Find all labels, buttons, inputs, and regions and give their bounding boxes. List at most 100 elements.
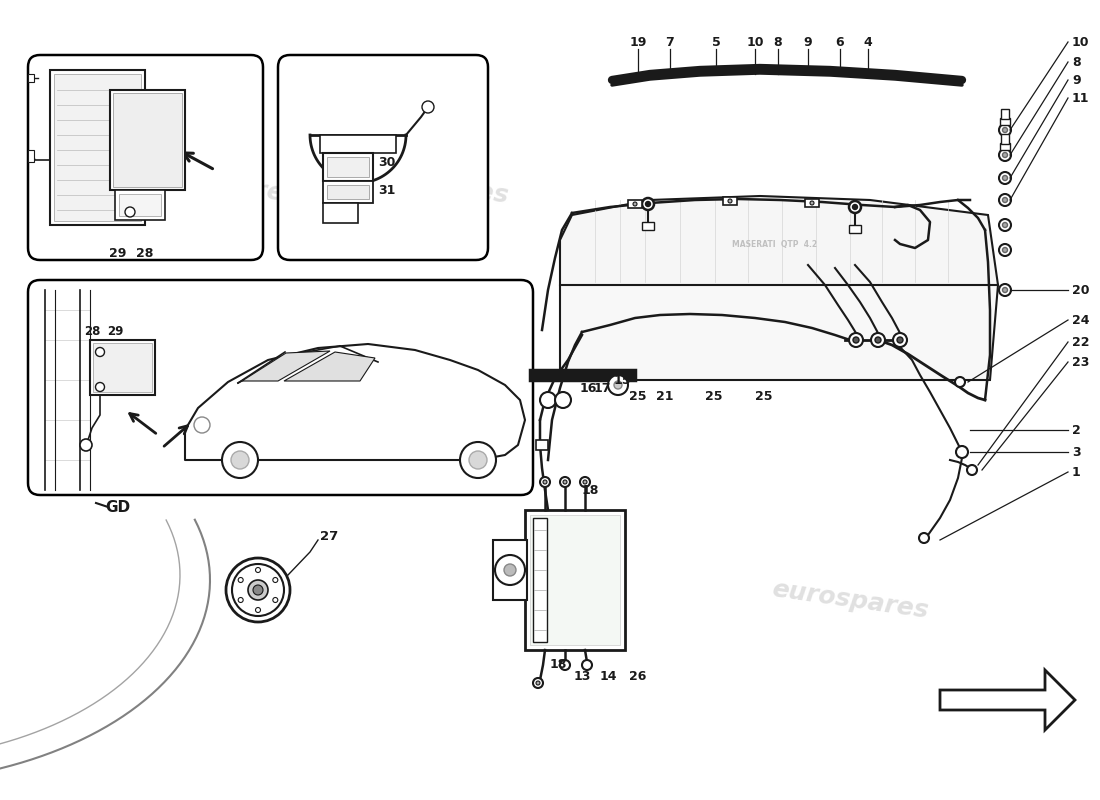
Circle shape (955, 377, 965, 387)
Circle shape (614, 381, 622, 389)
Circle shape (239, 598, 243, 602)
Text: eurospares: eurospares (600, 317, 760, 363)
Circle shape (222, 442, 258, 478)
Text: 4: 4 (864, 35, 872, 49)
FancyBboxPatch shape (278, 55, 488, 260)
Bar (1001, 109, 1009, 119)
Text: 9: 9 (804, 35, 812, 49)
Circle shape (253, 585, 263, 595)
Circle shape (543, 480, 547, 484)
Polygon shape (242, 351, 330, 381)
Text: 5: 5 (712, 35, 720, 49)
Circle shape (849, 201, 861, 213)
Bar (327, 157, 368, 177)
Circle shape (248, 580, 268, 600)
Circle shape (874, 337, 881, 343)
Circle shape (255, 607, 261, 613)
Bar (1000, 118, 1010, 125)
Bar (530, 370, 635, 380)
Bar (805, 199, 820, 207)
Circle shape (1002, 222, 1008, 227)
Bar (493, 540, 527, 600)
Text: 12: 12 (570, 369, 586, 382)
Circle shape (534, 678, 543, 688)
Text: GD: GD (106, 501, 131, 515)
Bar (28, 74, 34, 82)
Circle shape (852, 337, 859, 343)
Bar (323, 181, 373, 203)
Text: 29: 29 (109, 247, 126, 260)
Bar (525, 510, 625, 650)
Circle shape (536, 681, 540, 685)
Bar (628, 200, 642, 208)
Bar (54, 74, 141, 221)
Circle shape (580, 477, 590, 487)
Text: 31: 31 (378, 183, 395, 197)
Text: 19: 19 (629, 35, 647, 49)
Circle shape (422, 101, 435, 113)
Bar (116, 190, 165, 220)
Bar (1001, 134, 1009, 144)
Text: 24: 24 (1072, 314, 1089, 326)
Bar (849, 225, 861, 233)
Circle shape (273, 598, 278, 602)
Text: 26: 26 (629, 670, 647, 683)
Text: 25: 25 (629, 390, 647, 403)
Bar (323, 153, 373, 181)
Circle shape (540, 392, 556, 408)
Circle shape (999, 124, 1011, 136)
Text: 14: 14 (600, 670, 617, 683)
Circle shape (999, 172, 1011, 184)
Circle shape (642, 198, 654, 210)
FancyBboxPatch shape (28, 280, 534, 495)
Text: 15: 15 (614, 374, 630, 386)
Circle shape (1002, 153, 1008, 158)
Circle shape (460, 442, 496, 478)
Circle shape (540, 477, 550, 487)
Text: 13: 13 (573, 670, 591, 683)
Text: 7: 7 (666, 35, 674, 49)
Bar (323, 203, 358, 223)
Text: eurospares: eurospares (770, 577, 930, 623)
Bar (28, 150, 34, 162)
Bar (90, 340, 155, 395)
Circle shape (999, 194, 1011, 206)
Bar (50, 70, 145, 225)
Circle shape (646, 202, 650, 206)
FancyBboxPatch shape (28, 55, 263, 260)
Circle shape (194, 417, 210, 433)
Circle shape (504, 564, 516, 576)
Text: 28: 28 (136, 247, 154, 260)
Circle shape (232, 564, 284, 616)
Polygon shape (284, 352, 375, 381)
Circle shape (239, 578, 243, 582)
Text: 28: 28 (84, 325, 100, 338)
Text: eurospares: eurospares (350, 162, 510, 208)
Circle shape (560, 477, 570, 487)
Text: 3: 3 (1072, 446, 1080, 458)
Text: 8: 8 (1072, 55, 1080, 69)
Text: 9: 9 (1072, 74, 1080, 86)
Text: 18: 18 (581, 483, 598, 497)
Circle shape (273, 578, 278, 582)
Text: 21: 21 (657, 390, 673, 403)
Text: 18: 18 (549, 658, 566, 671)
Circle shape (1002, 127, 1008, 133)
Circle shape (582, 660, 592, 670)
Circle shape (999, 149, 1011, 161)
Text: 8: 8 (773, 35, 782, 49)
Circle shape (893, 333, 907, 347)
Polygon shape (560, 196, 998, 285)
Circle shape (608, 375, 628, 395)
Circle shape (255, 567, 261, 573)
Text: MASERATI  QTP  4.2: MASERATI QTP 4.2 (733, 241, 817, 250)
Circle shape (1002, 287, 1008, 293)
Bar (536, 440, 548, 450)
Circle shape (556, 392, 571, 408)
Circle shape (852, 205, 858, 210)
Text: 30: 30 (378, 157, 395, 170)
Circle shape (999, 219, 1011, 231)
Circle shape (231, 451, 249, 469)
Polygon shape (940, 670, 1075, 730)
Circle shape (96, 382, 104, 391)
